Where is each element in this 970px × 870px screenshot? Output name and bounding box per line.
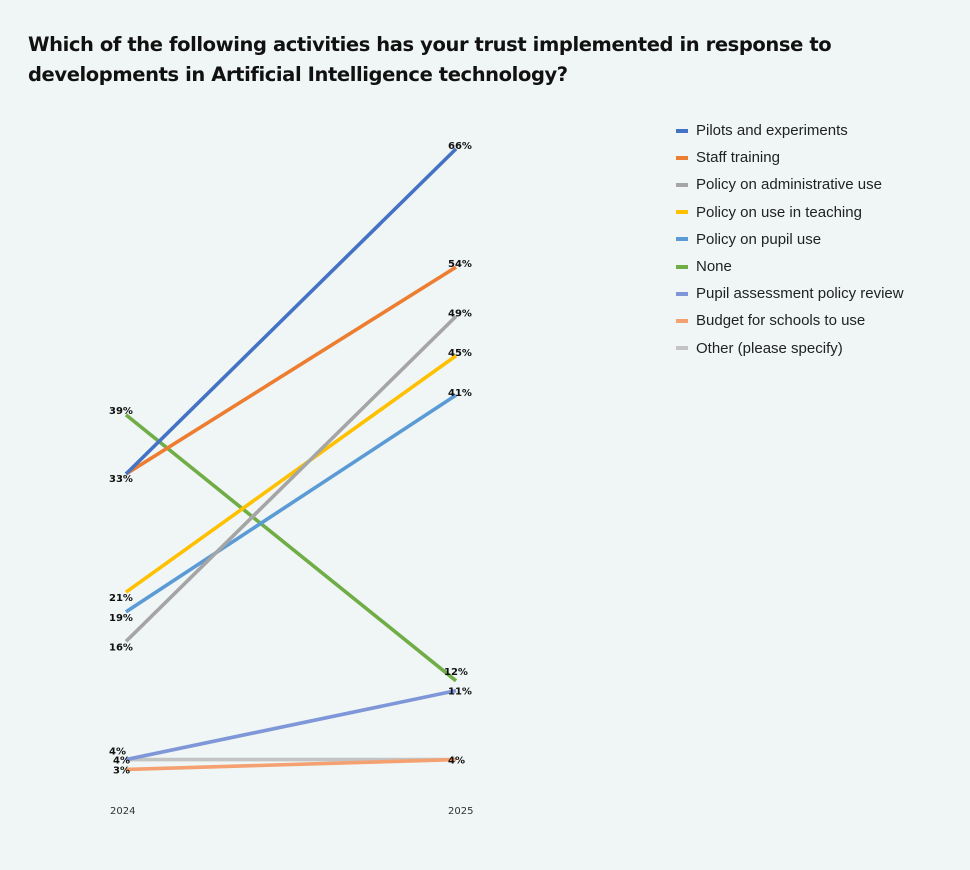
legend-label: Policy on administrative use: [696, 176, 882, 194]
series-line-policy-on-administrative-use: [124, 315, 458, 643]
series-line-policy-on-use-in-teaching: [124, 354, 458, 594]
legend-item-other-please-specify: Other (please specify): [676, 335, 904, 362]
data-label-pupil-assessment-policy-review-2024: 4%: [109, 747, 126, 758]
legend-item-none: None: [676, 253, 904, 280]
legend-label: Policy on use in teaching: [696, 203, 862, 221]
legend-swatch: [676, 128, 688, 133]
data-label-policy-on-use-in-teaching-2025: 45%: [448, 348, 472, 359]
legend-swatch: [676, 318, 688, 323]
series-line-pilots-and-experiments: [124, 147, 458, 476]
data-label-policy-on-pupil-use-2024: 19%: [109, 613, 133, 624]
legend-label: Staff training: [696, 149, 780, 167]
x-tick-label-2025: 2025: [448, 806, 473, 817]
legend-label: None: [696, 258, 732, 276]
legend-label: Other (please specify): [696, 339, 843, 357]
legend-label: Pupil assessment policy review: [696, 285, 904, 303]
data-label-policy-on-administrative-use-2024: 16%: [109, 642, 133, 653]
data-label-staff-training-2024: 33%: [109, 474, 133, 485]
x-tick-label-2024: 2024: [110, 806, 135, 817]
chart-title: Which of the following activities has yo…: [28, 33, 832, 86]
data-label-policy-on-use-in-teaching-2024: 21%: [109, 593, 133, 604]
legend-swatch: [676, 210, 688, 215]
data-label-staff-training-2025: 54%: [448, 259, 472, 270]
data-label-pilots-and-experiments-2025: 66%: [448, 141, 472, 152]
series-line-staff-training: [125, 265, 457, 476]
legend-swatch: [676, 291, 688, 296]
legend-item-policy-on-pupil-use: Policy on pupil use: [676, 226, 904, 253]
legend-item-pupil-assessment-policy-review: Pupil assessment policy review: [676, 280, 904, 307]
legend-item-budget-for-schools-to-use: Budget for schools to use: [676, 307, 904, 334]
legend-swatch: [676, 264, 688, 269]
legend-label: Budget for schools to use: [696, 312, 866, 330]
legend-item-policy-on-use-in-teaching: Policy on use in teaching: [676, 199, 904, 226]
legend: Pilots and experiments Staff training Poli…: [676, 117, 904, 362]
series-line-policy-on-pupil-use: [125, 393, 457, 614]
legend-swatch: [676, 237, 688, 242]
data-label-budget-for-schools-to-use-2024: 3%: [113, 765, 130, 776]
legend-swatch: [676, 346, 688, 351]
data-label-none-2025: 12%: [444, 667, 468, 678]
legend-label: Policy on pupil use: [696, 230, 822, 248]
data-label-pupil-assessment-policy-review-2025: 11%: [448, 687, 472, 698]
series-line-pupil-assessment-policy-review: [125, 688, 457, 762]
data-label-none-2024: 39%: [109, 406, 133, 417]
series-line-budget-for-schools-to-use: [125, 757, 457, 772]
series-line-none: [124, 413, 458, 683]
legend-item-staff-training: Staff training: [676, 144, 904, 171]
legend-label: Pilots and experiments: [696, 122, 848, 140]
data-label-other-please-specify-2025: 4%: [448, 756, 465, 767]
data-label-policy-on-administrative-use-2025: 49%: [448, 308, 472, 319]
data-label-policy-on-pupil-use-2025: 41%: [448, 388, 472, 399]
legend-item-policy-on-administrative-use: Policy on administrative use: [676, 171, 904, 198]
legend-swatch: [676, 155, 688, 160]
legend-swatch: [676, 182, 688, 187]
data-label-other-please-specify-2024: 4%: [113, 756, 130, 767]
legend-item-pilots-and-experiments: Pilots and experiments: [676, 117, 904, 144]
